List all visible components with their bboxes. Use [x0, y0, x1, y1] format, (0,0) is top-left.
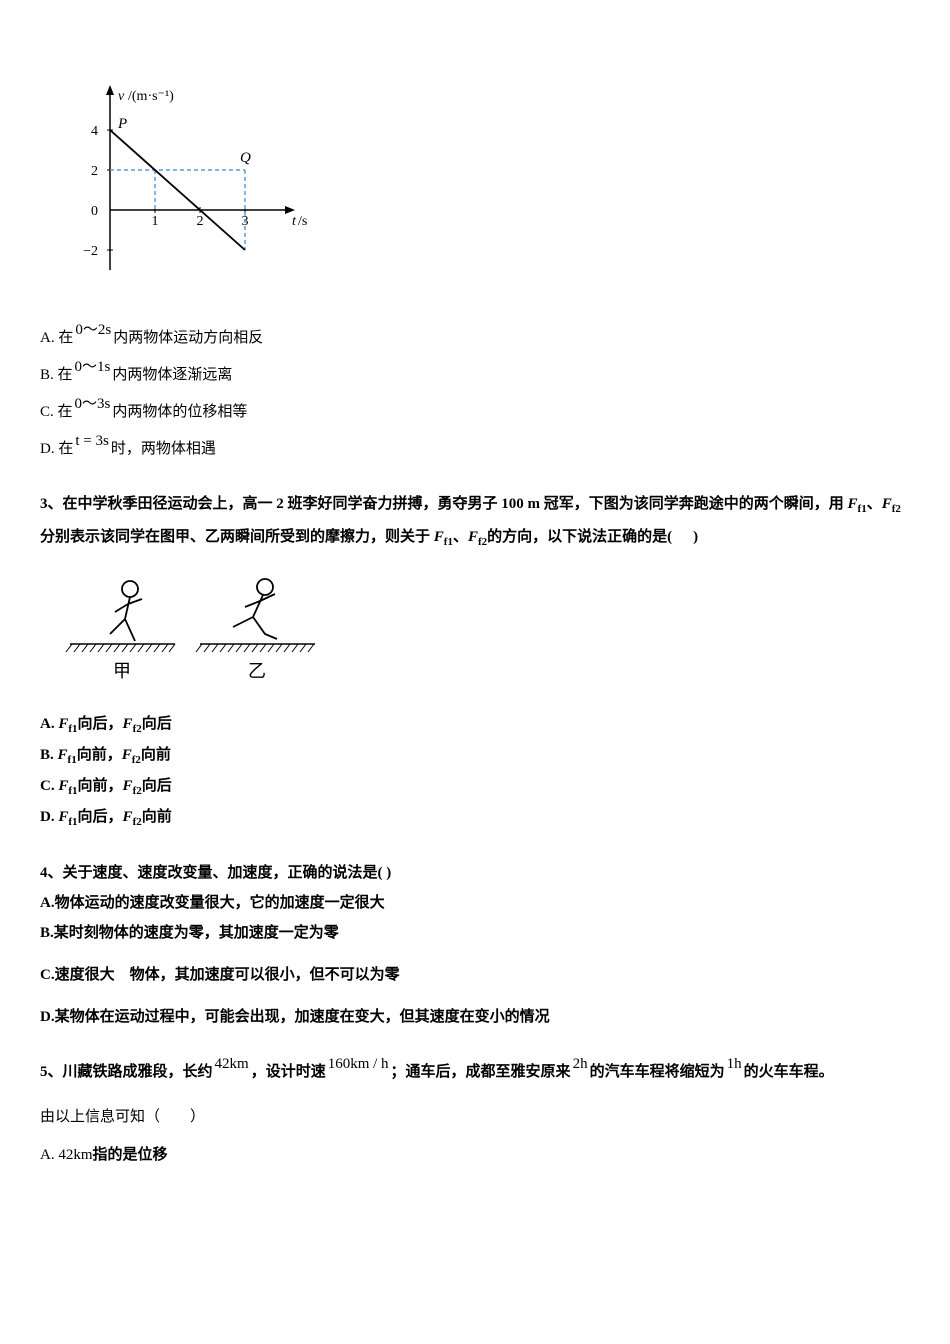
opt-expr: t = 3s	[75, 428, 108, 455]
question-4: 4、关于速度、速度改变量、加速度，正确的说法是( ) A.物体运动的速度改变量很…	[40, 858, 910, 1032]
opt-expr: 0～3s	[75, 391, 111, 418]
question-5: 5、川藏铁路成雅段，长约 42km ，设计时速 160km / h ；通车后，成…	[40, 1057, 910, 1170]
label-yi: 乙	[248, 661, 266, 681]
q5-option-a: A. 42km指的是位移	[40, 1140, 910, 1170]
opt-suffix: 时，两物体相遇	[111, 436, 216, 463]
q4-title: 4、关于速度、速度改变量、加速度，正确的说法是( )	[40, 858, 910, 888]
velocity-chart: 4 2 0 −2 1 2 3 v /(m·s⁻¹) t /s P Q	[60, 80, 910, 295]
label-jia: 甲	[113, 661, 131, 681]
q3-option-b: B. Ff1向前，Ff2向前	[40, 740, 910, 771]
svg-text:2: 2	[197, 214, 204, 229]
running-figures: 甲 乙	[60, 569, 910, 694]
q3-option-a: A. Ff1向后，Ff2向后	[40, 709, 910, 740]
q2-option-d: D. 在 t = 3s 时，两物体相遇	[40, 436, 910, 463]
q2-option-a: A. 在 0～2s 内两物体运动方向相反	[40, 325, 910, 352]
question-3: 3、在中学秋季田径运动会上，高一 2 班李好同学奋力拼搏，勇夺男子 100 m …	[40, 488, 910, 833]
opt-prefix: C. 在	[40, 399, 73, 426]
svg-text:P: P	[117, 116, 127, 132]
opt-prefix: B. 在	[40, 362, 73, 389]
opt-suffix: 内两物体运动方向相反	[113, 325, 263, 352]
q3-text: 3、在中学秋季田径运动会上，高一 2 班李好同学奋力拼搏，勇夺男子 100 m …	[40, 488, 910, 554]
q5-text: 5、川藏铁路成雅段，长约 42km ，设计时速 160km / h ；通车后，成…	[40, 1057, 910, 1087]
opt-expr: 0～2s	[75, 317, 111, 344]
svg-text:/s: /s	[298, 214, 307, 229]
q4-option-d: D.某物体在运动过程中，可能会出现，加速度在变大，但其速度在变小的情况	[40, 1002, 910, 1032]
svg-text:/(m·s⁻¹): /(m·s⁻¹)	[128, 89, 174, 104]
q4-option-a: A.物体运动的速度改变量很大，它的加速度一定很大	[40, 888, 910, 918]
q2-option-c: C. 在 0～3s 内两物体的位移相等	[40, 399, 910, 426]
svg-text:−2: −2	[83, 244, 98, 259]
svg-text:0: 0	[91, 204, 98, 219]
q5-line2: 由以上信息可知（ ）	[40, 1102, 910, 1132]
q4-option-b: B.某时刻物体的速度为零，其加速度一定为零	[40, 918, 910, 948]
svg-text:1: 1	[152, 214, 159, 229]
q3-option-c: C. Ff1向前，Ff2向后	[40, 771, 910, 802]
opt-suffix: 内两物体逐渐远离	[112, 362, 232, 389]
svg-text:4: 4	[91, 124, 98, 139]
svg-text:v: v	[118, 89, 125, 104]
q2-option-b: B. 在 0～1s 内两物体逐渐远离	[40, 362, 910, 389]
q4-option-c: C.速度很大 物体，其加速度可以很小，但不可以为零	[40, 960, 910, 990]
svg-text:2: 2	[91, 164, 98, 179]
svg-text:Q: Q	[240, 150, 251, 166]
svg-text:t: t	[292, 214, 297, 229]
opt-prefix: D. 在	[40, 436, 73, 463]
opt-expr: 0～1s	[75, 354, 111, 381]
opt-suffix: 内两物体的位移相等	[112, 399, 247, 426]
q3-option-d: D. Ff1向后，Ff2向前	[40, 802, 910, 833]
opt-prefix: A. 在	[40, 325, 73, 352]
